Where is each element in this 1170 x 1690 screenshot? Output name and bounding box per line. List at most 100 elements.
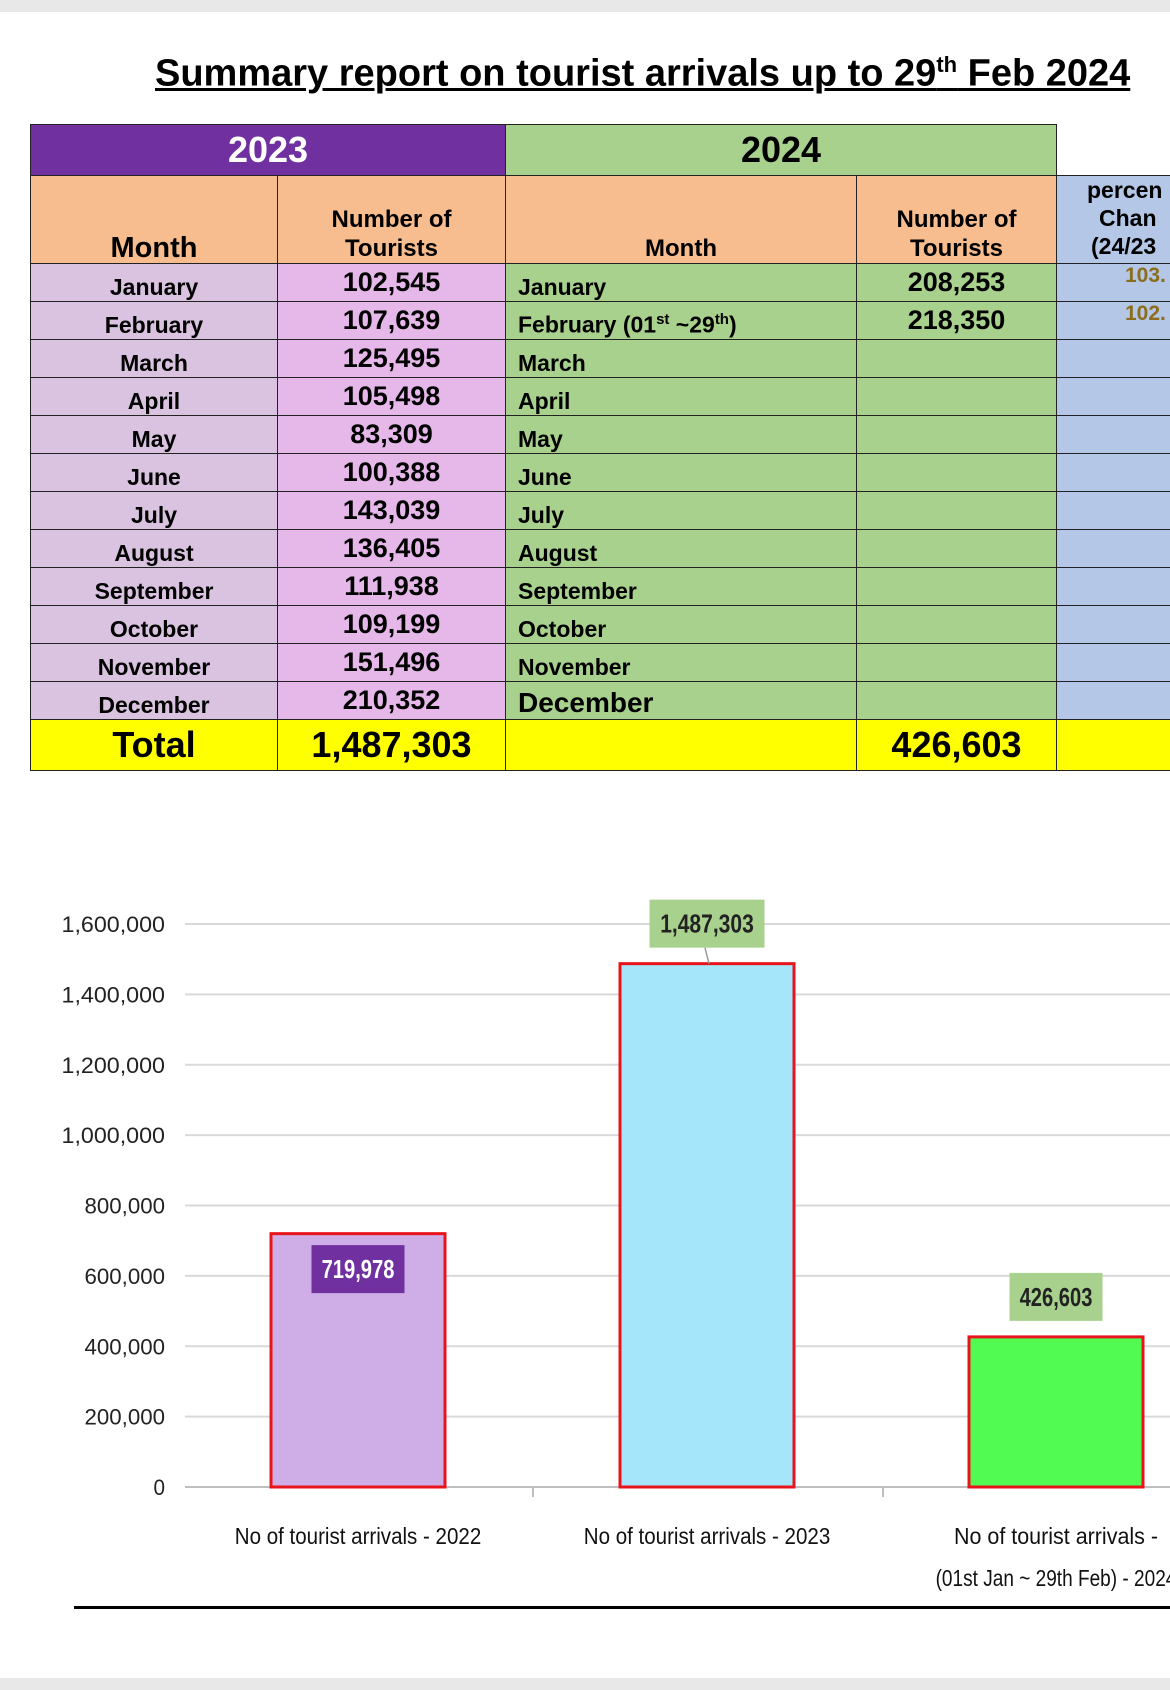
y-tick-label: 0: [154, 1475, 166, 1500]
data-label-box: [311, 1245, 405, 1294]
percent-change-cell: 102.: [1056, 301, 1170, 340]
tourists-2023-cell: 143,039: [277, 491, 506, 530]
y-tick-label: 1,600,000: [62, 912, 166, 937]
tourists-2024-cell: [856, 491, 1057, 530]
total-row: Total 1,487,303 426,603: [30, 719, 1170, 771]
data-label-box: [649, 899, 765, 948]
tourists-2023-cell: 107,639: [277, 301, 506, 340]
report-sheet: Summary report on tourist arrivals up to…: [0, 12, 1170, 1678]
percent-change-cell: [1056, 529, 1170, 568]
tourists-2024-header: Number of Tourists: [856, 175, 1057, 264]
tourists-2023-cell: 210,352: [277, 681, 506, 720]
month-2023-cell: August: [30, 529, 278, 568]
month-2024-cell: August: [505, 529, 857, 568]
percent-change-header: percen Chan (24/23: [1056, 175, 1170, 264]
percent-change-cell: [1056, 453, 1170, 492]
tourists-2024-cell: [856, 339, 1057, 378]
month-2023-cell: September: [30, 567, 278, 606]
tourists-2024-cell: [856, 681, 1057, 720]
month-2023-header: Month: [30, 175, 278, 264]
month-2023-cell: July: [30, 491, 278, 530]
month-2023-cell: February: [30, 301, 278, 340]
tourists-2024-cell: [856, 377, 1057, 416]
month-2023-cell: November: [30, 643, 278, 682]
tourists-2023-cell: 109,199: [277, 605, 506, 644]
total-month-2024-blank: [505, 719, 857, 771]
y-tick-label: 1,200,000: [62, 1053, 166, 1078]
percent-change-cell: [1056, 681, 1170, 720]
month-2024-cell: December: [505, 681, 857, 720]
tourists-2024-cell: 208,253: [856, 263, 1057, 302]
table-row: September 111,938 September: [30, 567, 1170, 606]
x-category-label: No of tourist arrivals - 2023: [584, 1523, 831, 1549]
y-tick-label: 600,000: [85, 1264, 166, 1289]
arrivals-bar-chart: 0 200,000 400,000 600,000 800,000 1,000,000 1,…: [62, 899, 1170, 1591]
bar: [967, 1335, 1145, 1489]
table-row: April 105,498 April: [30, 377, 1170, 416]
title-superscript: th: [936, 52, 958, 77]
percent-change-cell: [1056, 567, 1170, 606]
y-tick-label: 1,000,000: [62, 1123, 166, 1148]
y-tick-label: 400,000: [85, 1334, 166, 1359]
month-2024-cell: October: [505, 605, 857, 644]
data-label: 1,487,303: [660, 909, 754, 939]
year-2023-header: 2023: [30, 124, 506, 176]
table-row: November 151,496 November: [30, 643, 1170, 682]
total-pct-blank: [1056, 719, 1170, 771]
year-2024-header: 2024: [505, 124, 1057, 176]
month-2024-cell: July: [505, 491, 857, 530]
month-2023-cell: May: [30, 415, 278, 454]
percent-change-cell: 103.: [1056, 263, 1170, 302]
month-2023-cell: December: [30, 681, 278, 720]
tourists-2024-cell: [856, 529, 1057, 568]
tourists-2023-cell: 151,496: [277, 643, 506, 682]
month-2024-cell: March: [505, 339, 857, 378]
tourists-2023-cell: 102,545: [277, 263, 506, 302]
percent-change-cell: [1056, 415, 1170, 454]
x-category-label: No of tourist arrivals - 2022: [235, 1523, 482, 1549]
report-title: Summary report on tourist arrivals up to…: [155, 52, 1130, 96]
total-2024: 426,603: [856, 719, 1057, 771]
tourists-2024-cell: [856, 453, 1057, 492]
tourists-2024-cell: 218,350: [856, 301, 1057, 340]
month-2023-cell: June: [30, 453, 278, 492]
month-2024-cell: November: [505, 643, 857, 682]
table-row: December 210,352 December: [30, 681, 1170, 720]
y-tick-label: 1,400,000: [62, 982, 166, 1007]
tourists-2024-cell: [856, 567, 1057, 606]
tourists-2023-cell: 83,309: [277, 415, 506, 454]
percent-change-cell: [1056, 605, 1170, 644]
y-tick-label: 200,000: [85, 1405, 166, 1430]
tourists-2023-cell: 100,388: [277, 453, 506, 492]
title-suffix: Feb 2024: [957, 52, 1131, 95]
tourists-2023-header: Number of Tourists: [277, 175, 506, 264]
month-2023-cell: March: [30, 339, 278, 378]
blank-cell: [1056, 124, 1170, 176]
total-2023: 1,487,303: [277, 719, 506, 771]
tourists-2023-cell: 125,495: [277, 339, 506, 378]
month-2023-cell: April: [30, 377, 278, 416]
label-leader: [704, 947, 710, 964]
tourists-2024-cell: [856, 643, 1057, 682]
table-row: January 102,545 January 208,253 103.: [30, 263, 1170, 302]
y-tick-label: 800,000: [85, 1194, 166, 1219]
month-2023-cell: January: [30, 263, 278, 302]
month-2024-cell: April: [505, 377, 857, 416]
tourists-2023-cell: 111,938: [277, 567, 506, 606]
table-row: July 143,039 July: [30, 491, 1170, 530]
percent-change-cell: [1056, 491, 1170, 530]
arrivals-table: 2023 2024 Month Number of Tourists Month…: [30, 124, 1170, 771]
month-2024-cell: September: [505, 567, 857, 606]
month-2023-cell: October: [30, 605, 278, 644]
table-row: February 107,639 February (01st ~29th) 218,…: [30, 301, 1170, 340]
x-category-label-line2: (01st Jan ~ 29th Feb) - 2024: [936, 1565, 1170, 1591]
table-row: June 100,388 June: [30, 453, 1170, 492]
month-2024-cell: May: [505, 415, 857, 454]
month-2024-header: Month: [505, 175, 857, 264]
bar: [618, 962, 796, 1489]
data-label: 426,603: [1020, 1282, 1093, 1312]
x-category-label: No of tourist arrivals -: [954, 1523, 1158, 1549]
month-2024-cell: February (01st ~29th): [505, 301, 857, 340]
percent-change-cell: [1056, 339, 1170, 378]
table-row: October 109,199 October: [30, 605, 1170, 644]
